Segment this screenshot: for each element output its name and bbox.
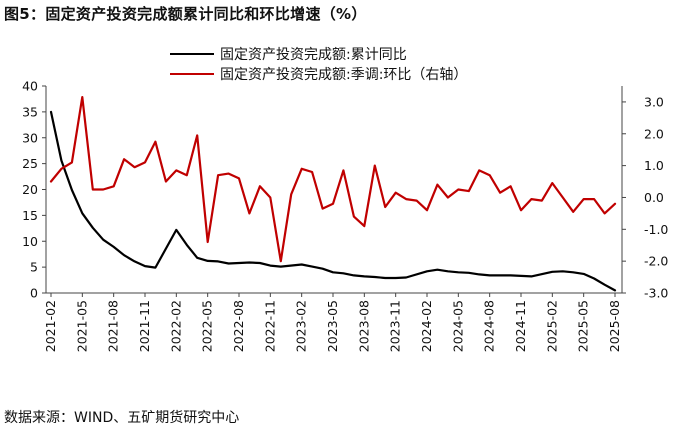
y-left-tick-label: 35	[22, 104, 38, 119]
x-tick-label: 2022-11	[262, 300, 277, 352]
y-left-tick-label: 0	[30, 286, 38, 301]
x-tick-label: 2025-05	[576, 300, 591, 352]
x-tick-label: 2023-05	[325, 300, 340, 352]
y-left-tick-label: 25	[22, 156, 38, 171]
x-tick-label: 2024-02	[419, 300, 434, 352]
x-tick-label: 2024-05	[450, 300, 465, 352]
legend-swatch-mom	[170, 73, 214, 75]
x-tick-label: 2022-05	[200, 300, 215, 352]
y-right-tick-label: -1.0	[644, 222, 668, 237]
x-tick-label: 2024-11	[513, 300, 528, 352]
x-tick-label: 2021-05	[74, 300, 89, 352]
y-left-tick-label: 30	[22, 130, 38, 145]
chart-title: 图5：固定资产投资完成额累计同比和环比增速（%）	[4, 5, 367, 23]
legend-item-cumulative: 固定资产投资完成额:累计同比	[170, 44, 467, 64]
legend-label-cumulative: 固定资产投资完成额:累计同比	[220, 47, 407, 63]
x-tick-label: 2022-02	[168, 300, 183, 352]
y-left-tick-label: 10	[22, 234, 38, 249]
x-tick-label: 2023-11	[388, 300, 403, 352]
y-right-tick-label: 2.0	[644, 126, 664, 141]
x-tick-label: 2021-11	[137, 300, 152, 352]
x-tick-label: 2025-02	[544, 300, 559, 352]
x-tick-label: 2024-08	[482, 300, 497, 352]
x-tick-label: 2021-02	[43, 300, 58, 352]
y-right-tick-label: 3.0	[644, 94, 664, 109]
y-left-tick-label: 20	[22, 182, 38, 197]
series-line-mom	[49, 96, 617, 263]
x-tick-label: 2021-08	[106, 300, 121, 352]
y-right-tick-label: 0.0	[644, 190, 664, 205]
legend-label-mom: 固定资产投资完成额:季调:环比（右轴）	[220, 67, 468, 83]
y-right-tick-label: -3.0	[644, 286, 668, 301]
y-right-tick-label: -2.0	[644, 254, 668, 269]
y-left-tick-label: 5	[30, 260, 38, 275]
x-tick-label: 2022-08	[231, 300, 246, 352]
y-left-tick-label: 40	[22, 79, 38, 94]
x-tick-label: 2025-08	[607, 300, 622, 352]
series-line-cumulative	[49, 110, 617, 292]
data-source-note: 数据来源：WIND、五矿期货研究中心	[4, 410, 240, 426]
y-left-tick-label: 15	[22, 208, 38, 223]
legend-swatch-cumulative	[170, 53, 214, 55]
x-tick-label: 2023-02	[294, 300, 309, 352]
x-tick-label: 2023-08	[356, 300, 371, 352]
y-right-tick-label: 1.0	[644, 158, 664, 173]
legend-item-mom: 固定资产投资完成额:季调:环比（右轴）	[170, 64, 467, 84]
chart-legend: 固定资产投资完成额:累计同比 固定资产投资完成额:季调:环比（右轴）	[170, 44, 467, 84]
